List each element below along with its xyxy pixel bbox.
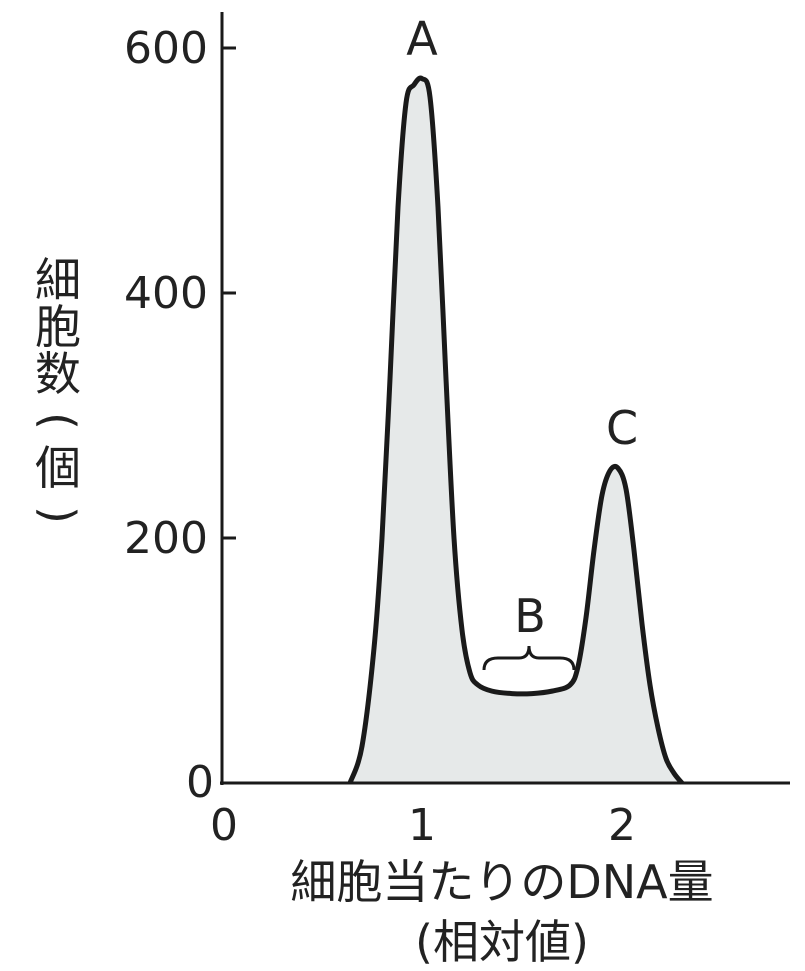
x-tick-label: 1 <box>408 800 436 851</box>
x-axis-label-sub: (相対値) <box>415 915 589 969</box>
x-axis-label: 細胞当たりのDNA量 <box>290 855 713 909</box>
y-tick-label: 400 <box>124 268 208 319</box>
y-tick-label: 600 <box>124 23 208 74</box>
y-axis-label: 細胞数 ( 個) <box>31 253 85 524</box>
y-label-char: 個 <box>35 441 81 495</box>
series-area <box>350 78 682 783</box>
y-label-char: 細 <box>35 253 81 307</box>
y-label-char: ( <box>31 412 85 430</box>
series-line <box>347 75 684 785</box>
x-tick-label: 0 <box>210 800 238 851</box>
annotation-b: B <box>514 589 546 643</box>
annotations: A B C <box>406 12 638 643</box>
annotation-c: C <box>606 401 638 455</box>
y-tick-label: 0 <box>186 757 214 808</box>
annotation-a: A <box>406 12 438 66</box>
y-axis-ticks: 0 200 400 600 <box>124 23 236 808</box>
annotation-brace-b <box>482 645 576 671</box>
x-tick-label: 2 <box>608 800 636 851</box>
y-tick-label: 200 <box>124 513 208 564</box>
y-label-char: 数 <box>35 347 81 401</box>
y-label-char: 胞 <box>35 300 81 354</box>
y-label-char: ) <box>31 506 85 524</box>
